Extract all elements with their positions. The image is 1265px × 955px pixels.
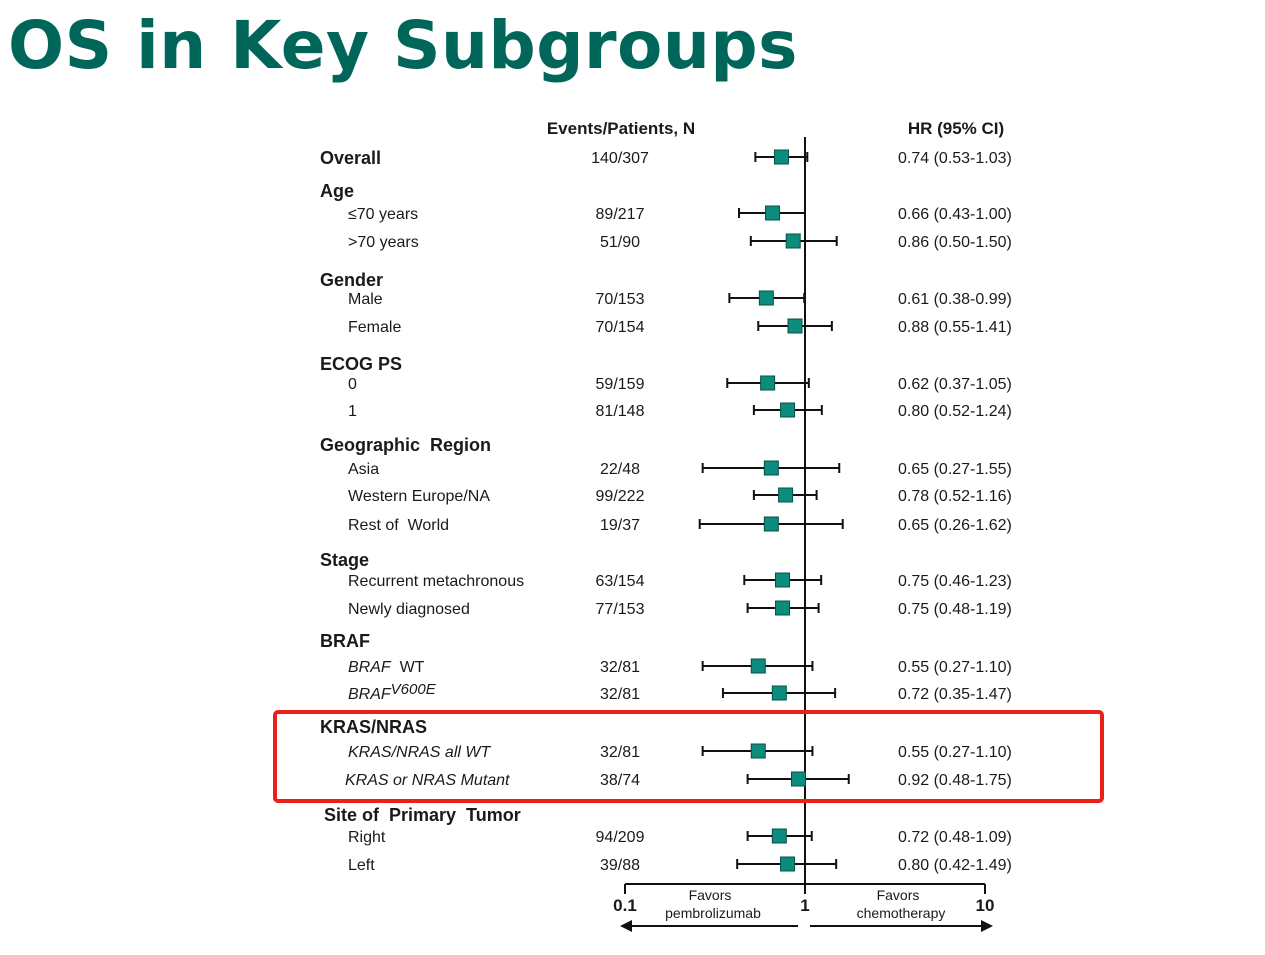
row-label-g3-r1: 1: [348, 403, 357, 420]
events-value-g7-r1: 38/74: [600, 772, 640, 789]
row-label-g8-r1: Left: [348, 857, 375, 874]
hr-value-g1-r1: 0.86 (0.50-1.50): [898, 234, 1012, 251]
hr-value-g5-r1: 0.75 (0.48-1.19): [898, 601, 1012, 618]
row-label-g2-r0: Male: [348, 291, 383, 308]
group-label-g3: ECOG PS: [320, 354, 402, 374]
hr-marker-g2-r0: [758, 290, 774, 306]
row-label-g5-r1: Newly diagnosed: [348, 601, 470, 618]
events-value-g2-r1: 70/154: [596, 319, 645, 336]
events-value-g4-r1: 99/222: [596, 488, 645, 505]
group-label-g0: Overall: [320, 148, 381, 168]
hr-value-g5-r0: 0.75 (0.46-1.23): [898, 573, 1012, 590]
slide-title: OS in Key Subgroups: [8, 7, 798, 84]
hr-marker-g4-r1: [778, 487, 794, 503]
hr-value-g4-r2: 0.65 (0.26-1.62): [898, 517, 1012, 534]
hr-marker-g8-r1: [780, 856, 796, 872]
events-value-g1-r0: 89/217: [596, 206, 645, 223]
row-label-g6-r1: BRAFV600E: [348, 681, 437, 703]
row-label-g1-r1: >70 years: [348, 234, 419, 251]
hr-marker-g1-r0: [765, 205, 781, 221]
row-label-g5-r0: Recurrent metachronous: [348, 573, 524, 590]
hr-marker-g5-r0: [775, 572, 791, 588]
x-tick-label-2: 10: [976, 896, 995, 915]
events-value-g7-r0: 32/81: [600, 744, 640, 761]
row-label-g8-r0: Right: [348, 829, 386, 846]
events-value-g6-r0: 32/81: [600, 659, 640, 676]
hr-marker-g5-r1: [775, 600, 791, 616]
row-label-g6-r0: BRAF WT: [348, 659, 425, 676]
events-value-g2-r0: 70/153: [596, 291, 645, 308]
hr-marker-g3-r0: [760, 375, 776, 391]
events-value-g4-r0: 22/48: [600, 461, 640, 478]
hr-column-header: HR (95% CI): [908, 119, 1004, 138]
row-label-g4-r1: Western Europe/NA: [348, 488, 490, 505]
favors-right-line1: Favors: [877, 887, 920, 903]
events-value-g1-r1: 51/90: [600, 234, 640, 251]
group-label-g1: Age: [320, 181, 354, 201]
favors-right-line2: chemotherapy: [857, 905, 946, 921]
hr-value-g0: 0.74 (0.53-1.03): [898, 150, 1012, 167]
hr-marker-g3-r1: [780, 402, 796, 418]
group-label-g5: Stage: [320, 550, 369, 570]
events-value-g8-r0: 94/209: [596, 829, 645, 846]
hr-value-g3-r1: 0.80 (0.52-1.24): [898, 403, 1012, 420]
hr-marker-g4-r2: [763, 516, 779, 532]
events-value-g5-r0: 63/154: [596, 573, 645, 590]
events-value-g6-r1: 32/81: [600, 686, 640, 703]
events-value-g0: 140/307: [591, 150, 649, 167]
group-label-g8: Site of Primary Tumor: [324, 805, 521, 825]
row-label-g1-r0: ≤70 years: [348, 206, 418, 223]
hr-marker-g7-r1: [790, 771, 806, 787]
highlight-box: [273, 710, 1104, 803]
row-label-g7-r1: KRAS or NRAS Mutant: [345, 772, 510, 789]
hr-marker-g2-r1: [787, 318, 803, 334]
hr-value-g1-r0: 0.66 (0.43-1.00): [898, 206, 1012, 223]
hr-value-g8-r0: 0.72 (0.48-1.09): [898, 829, 1012, 846]
events-value-g3-r1: 81/148: [596, 403, 645, 420]
hr-value-g4-r1: 0.78 (0.52-1.16): [898, 488, 1012, 505]
arrow-right-head: [981, 920, 993, 932]
hr-value-g2-r1: 0.88 (0.55-1.41): [898, 319, 1012, 336]
hr-value-g4-r0: 0.65 (0.27-1.55): [898, 461, 1012, 478]
events-column-header: Events/Patients, N: [547, 119, 695, 138]
row-label-g3-r0: 0: [348, 376, 357, 393]
hr-value-g3-r0: 0.62 (0.37-1.05): [898, 376, 1012, 393]
x-tick-label-1: 1: [800, 896, 809, 915]
hr-value-g8-r1: 0.80 (0.42-1.49): [898, 857, 1012, 874]
arrow-left-head: [620, 920, 632, 932]
events-value-g5-r1: 77/153: [596, 601, 645, 618]
hr-marker-g6-r0: [750, 658, 766, 674]
events-value-g3-r0: 59/159: [596, 376, 645, 393]
hr-value-g6-r0: 0.55 (0.27-1.10): [898, 659, 1012, 676]
hr-marker-g4-r0: [763, 460, 779, 476]
row-label-g4-r0: Asia: [348, 461, 379, 478]
group-label-g2: Gender: [320, 270, 383, 290]
hr-marker-g0: [773, 149, 789, 165]
group-label-g6: BRAF: [320, 631, 370, 651]
group-label-g7: KRAS/NRAS: [320, 717, 427, 737]
favors-left-line1: Favors: [689, 887, 732, 903]
events-value-g4-r2: 19/37: [600, 517, 640, 534]
row-label-g4-r2: Rest of World: [348, 517, 449, 534]
hr-marker-g8-r0: [771, 828, 787, 844]
hr-value-g6-r1: 0.72 (0.35-1.47): [898, 686, 1012, 703]
x-tick-label-0: 0.1: [613, 896, 637, 915]
row-label-g2-r1: Female: [348, 319, 401, 336]
hr-marker-g1-r1: [785, 233, 801, 249]
events-value-g8-r1: 39/88: [600, 857, 640, 874]
group-label-g4: Geographic Region: [320, 435, 491, 455]
hr-value-g2-r0: 0.61 (0.38-0.99): [898, 291, 1012, 308]
hr-marker-g6-r1: [771, 685, 787, 701]
hr-marker-g7-r0: [750, 743, 766, 759]
hr-value-g7-r1: 0.92 (0.48-1.75): [898, 772, 1012, 789]
favors-left-line2: pembrolizumab: [665, 905, 761, 921]
row-label-g7-r0: KRAS/NRAS all WT: [348, 744, 491, 761]
hr-value-g7-r0: 0.55 (0.27-1.10): [898, 744, 1012, 761]
